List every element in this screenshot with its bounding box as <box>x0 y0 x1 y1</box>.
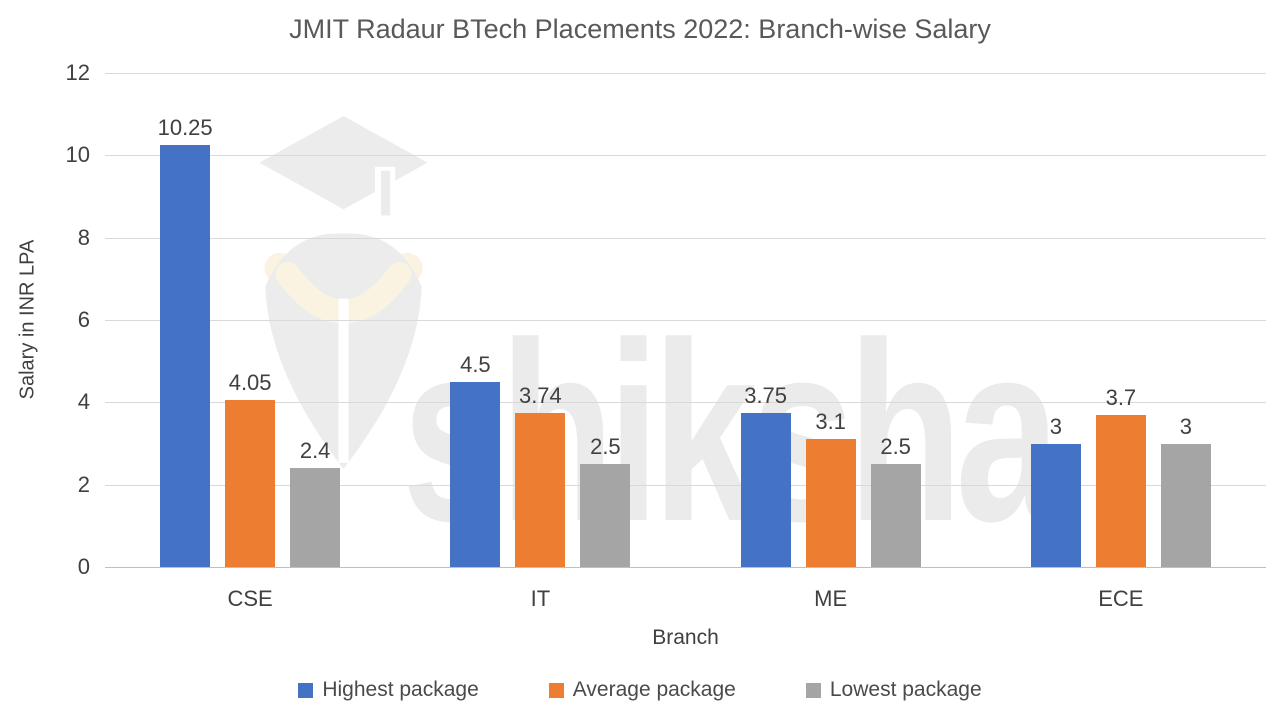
x-category-label-ece: ECE <box>1098 586 1144 611</box>
y-tick-label-0: 0 <box>77 554 90 579</box>
y-tick-label-12: 12 <box>65 60 90 85</box>
gridline-12 <box>105 73 1266 74</box>
legend-swatch-average-package <box>548 682 564 698</box>
bar-value-average-package-cse: 4.05 <box>228 370 272 396</box>
bar-value-highest-package-me: 3.75 <box>744 382 788 408</box>
bar-value-highest-package-it: 4.5 <box>460 351 491 377</box>
y-tick-label-8: 8 <box>77 224 90 250</box>
bar-value-lowest-package-ece: 3 <box>1179 413 1192 439</box>
y-tick-label-2: 2 <box>77 471 90 497</box>
bar-highest-package-it <box>450 381 501 567</box>
legend-swatch-lowest-package <box>805 682 821 698</box>
y-tick-label-6: 6 <box>77 307 90 332</box>
bar-lowest-package-cse <box>290 468 341 567</box>
gridline-4 <box>105 402 1266 404</box>
legend-label-average-package: Average package <box>572 678 736 701</box>
bar-highest-package-me <box>740 412 791 567</box>
bar-value-highest-package-ece: 3 <box>1049 413 1062 439</box>
bar-average-package-ece <box>1095 414 1146 567</box>
bar-value-average-package-me: 3.1 <box>815 409 846 435</box>
x-category-label-me: ME <box>814 586 848 611</box>
bar-value-highest-package-cse: 10.25 <box>157 115 213 141</box>
gridline-0 <box>105 567 1266 568</box>
chart-legend: Highest package Average package Lowest pac… <box>0 678 1280 702</box>
bar-lowest-package-me <box>870 464 921 567</box>
shiksha-logo-watermark-icon <box>259 116 428 469</box>
gridline-6 <box>105 320 1266 321</box>
bar-lowest-package-it <box>580 464 631 567</box>
bar-value-average-package-ece: 3.7 <box>1105 384 1137 410</box>
legend-label-lowest-package: Lowest package <box>829 678 982 701</box>
legend-label-highest-package: Highest package <box>322 678 479 701</box>
bar-average-package-it <box>515 413 566 567</box>
legend-swatch-highest-package <box>298 682 314 698</box>
legend-item-average-package: Average package <box>548 678 736 702</box>
x-category-label-it: IT <box>530 586 551 611</box>
x-category-label-cse: CSE <box>227 586 273 611</box>
bar-value-lowest-package-me: 2.5 <box>880 434 911 460</box>
bar-value-lowest-package-it: 2.5 <box>590 434 621 460</box>
x-axis-title: Branch <box>652 626 719 649</box>
bar-highest-package-cse <box>160 145 211 567</box>
bar-lowest-package-ece <box>1160 443 1211 567</box>
bar-value-lowest-package-cse: 2.4 <box>299 438 331 464</box>
bar-average-package-me <box>805 439 856 567</box>
y-tick-label-4: 4 <box>77 389 90 415</box>
gridline-2 <box>105 484 1266 486</box>
bar-value-average-package-it: 3.74 <box>518 383 562 409</box>
legend-item-highest-package: Highest package <box>298 678 479 702</box>
shiksha-watermark-text: shiksha <box>402 290 1060 575</box>
gridline-10 <box>105 155 1266 157</box>
gridline-8 <box>105 237 1266 239</box>
legend-item-lowest-package: Lowest package <box>805 678 982 702</box>
bar-average-package-cse <box>225 400 276 567</box>
chart-title: JMIT Radaur BTech Placements 2022: Branc… <box>289 14 991 44</box>
y-tick-label-10: 10 <box>65 142 90 168</box>
bar-highest-package-ece <box>1030 443 1081 567</box>
y-axis-title: Salary in INR LPA <box>16 239 39 400</box>
